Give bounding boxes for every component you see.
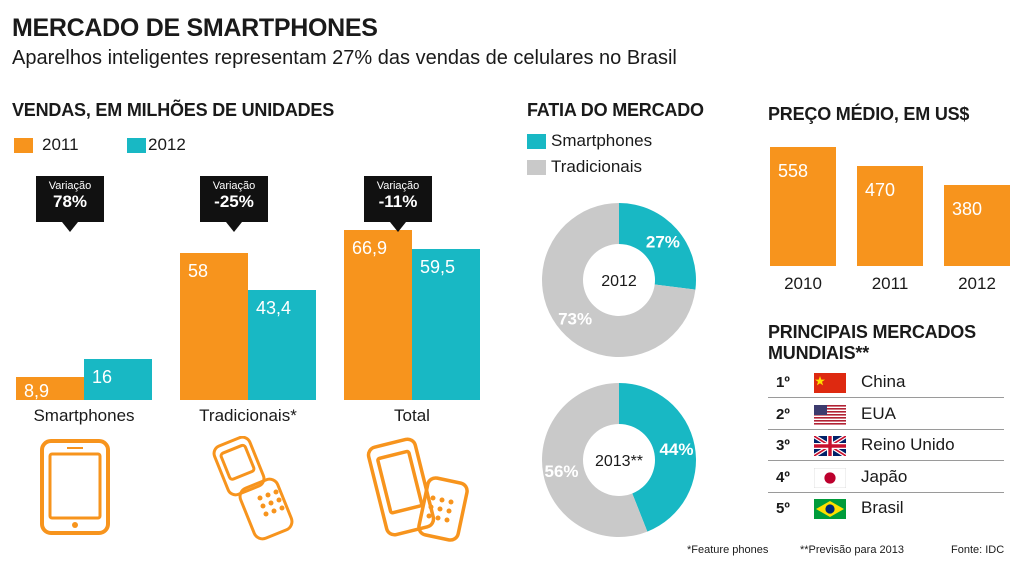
price-bar-2012: [944, 184, 1010, 266]
legend-tradicionais-label: Tradicionais: [551, 157, 643, 176]
variation-value: -25%: [214, 192, 254, 211]
donut-2012: 27% 73% 2012: [542, 203, 696, 357]
market-country: Japão: [861, 466, 908, 486]
legend-2012-swatch: [127, 138, 146, 153]
donut-slice-label: 73%: [558, 310, 592, 329]
market-rank: 1º: [776, 374, 790, 391]
bar-2012-2: [412, 248, 480, 400]
category-label: Smartphones: [33, 406, 135, 425]
market-country: EUA: [861, 403, 896, 423]
price-year-label: 2010: [784, 274, 822, 293]
legend-2011-label: 2011: [42, 135, 79, 154]
bar-value-label: 59,5: [420, 256, 456, 277]
variation-callout: Variação 78%: [36, 176, 104, 222]
price-bar-2011: [857, 165, 923, 266]
bar-value-label: 8,9: [24, 380, 50, 401]
category-label: Total: [394, 406, 430, 425]
flip-phone-icon: [212, 436, 294, 541]
footnote-feature-phones: *Feature phones: [687, 544, 769, 556]
row-divider: [768, 460, 1004, 461]
callout-pointer: [226, 222, 242, 232]
price-bar-chart: 558 2010 470 2011 380 2012: [760, 130, 1020, 300]
legend-2011-swatch: [14, 138, 33, 153]
donut-slice-smartphones: [619, 203, 696, 290]
bar-2012-0: [84, 359, 152, 400]
variation-value: 78%: [52, 192, 88, 211]
donut-slice-label: 27%: [646, 232, 680, 251]
market-rank: 3º: [776, 437, 790, 454]
bar-value-label: 43,4: [256, 297, 292, 318]
callout-pointer: [390, 222, 406, 232]
legend-tradicionais-swatch: [527, 160, 546, 175]
bar-2012-1: [248, 289, 316, 400]
bar-2011-2: [344, 229, 412, 400]
donut-2013: 44% 56% 2013**: [542, 383, 696, 537]
brazil-flag-icon: [814, 499, 846, 519]
donut-slice-smartphones: [619, 383, 696, 532]
china-flag-icon: [814, 373, 846, 393]
price-value-label: 380: [952, 198, 983, 219]
market-country: Reino Unido: [861, 435, 955, 454]
donut-slice-label: 44%: [659, 440, 693, 459]
category-label: Tradicionais*: [199, 406, 297, 425]
bar-value-label: 66,9: [352, 237, 388, 258]
uk-flag-icon: [814, 436, 846, 456]
donut-slice-label: 56%: [545, 462, 579, 481]
market-country: China: [861, 372, 906, 391]
variation-value: -11%: [378, 192, 418, 211]
japan-flag-icon: [814, 467, 846, 488]
price-year-label: 2012: [958, 274, 996, 293]
variation-callout: Variação -25%: [200, 176, 268, 222]
sales-chart-title: VENDAS, EM MILHÕES DE UNIDADES: [12, 100, 335, 120]
market-rank: 4º: [776, 468, 790, 486]
price-year-label: 2011: [871, 274, 909, 293]
markets-title: PRINCIPAIS MERCADOS MUNDIAIS**: [768, 322, 976, 363]
callout-pointer: [62, 222, 78, 232]
bar-2011-1: [180, 252, 248, 400]
source-label: Fonte: IDC: [951, 544, 1005, 556]
page-title: MERCADO DE SMARTPHONES: [12, 14, 378, 42]
price-value-label: 558: [778, 160, 809, 181]
usa-flag-icon: [814, 404, 846, 425]
page-subtitle: Aparelhos inteligentes representam 27% d…: [12, 47, 677, 69]
market-rank: 2º: [776, 405, 790, 423]
price-chart-title: PREÇO MÉDIO, EM US$: [768, 104, 970, 124]
donut-slice-tradicionais: [542, 203, 696, 357]
row-divider: [768, 428, 1004, 430]
smartphone-icon: [40, 439, 110, 535]
variation-label: Variação: [212, 180, 256, 192]
price-value-label: 470: [865, 179, 896, 200]
row-divider: [768, 491, 1004, 493]
variation-callout: Variação -11%: [364, 176, 432, 222]
legend-smartphones-label: Smartphones: [551, 131, 653, 150]
market-country: Brasil: [861, 498, 904, 517]
phones-pair-icon: [366, 437, 469, 542]
legend-2012-label: 2012: [148, 135, 186, 154]
price-bar-2010: [770, 146, 836, 266]
row-divider: [768, 397, 1004, 398]
footnote-forecast: **Previsão para 2013: [800, 544, 904, 556]
market-rank: 5º: [776, 500, 790, 517]
donut-center-label: 2013**: [595, 453, 643, 470]
bar-value-label: 58: [188, 260, 209, 281]
share-chart-title: FATIA DO MERCADO: [527, 100, 704, 120]
variation-label: Variação: [376, 180, 420, 192]
sales-bar-chart: 8,9 16 Smartphones Variação 78% 58 43,4 Tradici…: [0, 160, 500, 440]
donut-slice-tradicionais: [542, 383, 648, 537]
legend-smartphones-swatch: [527, 134, 546, 149]
donut-center-label: 2012: [601, 273, 637, 290]
bar-2011-0: [16, 377, 84, 400]
bar-value-label: 16: [92, 367, 113, 388]
variation-label: Variação: [48, 180, 92, 192]
